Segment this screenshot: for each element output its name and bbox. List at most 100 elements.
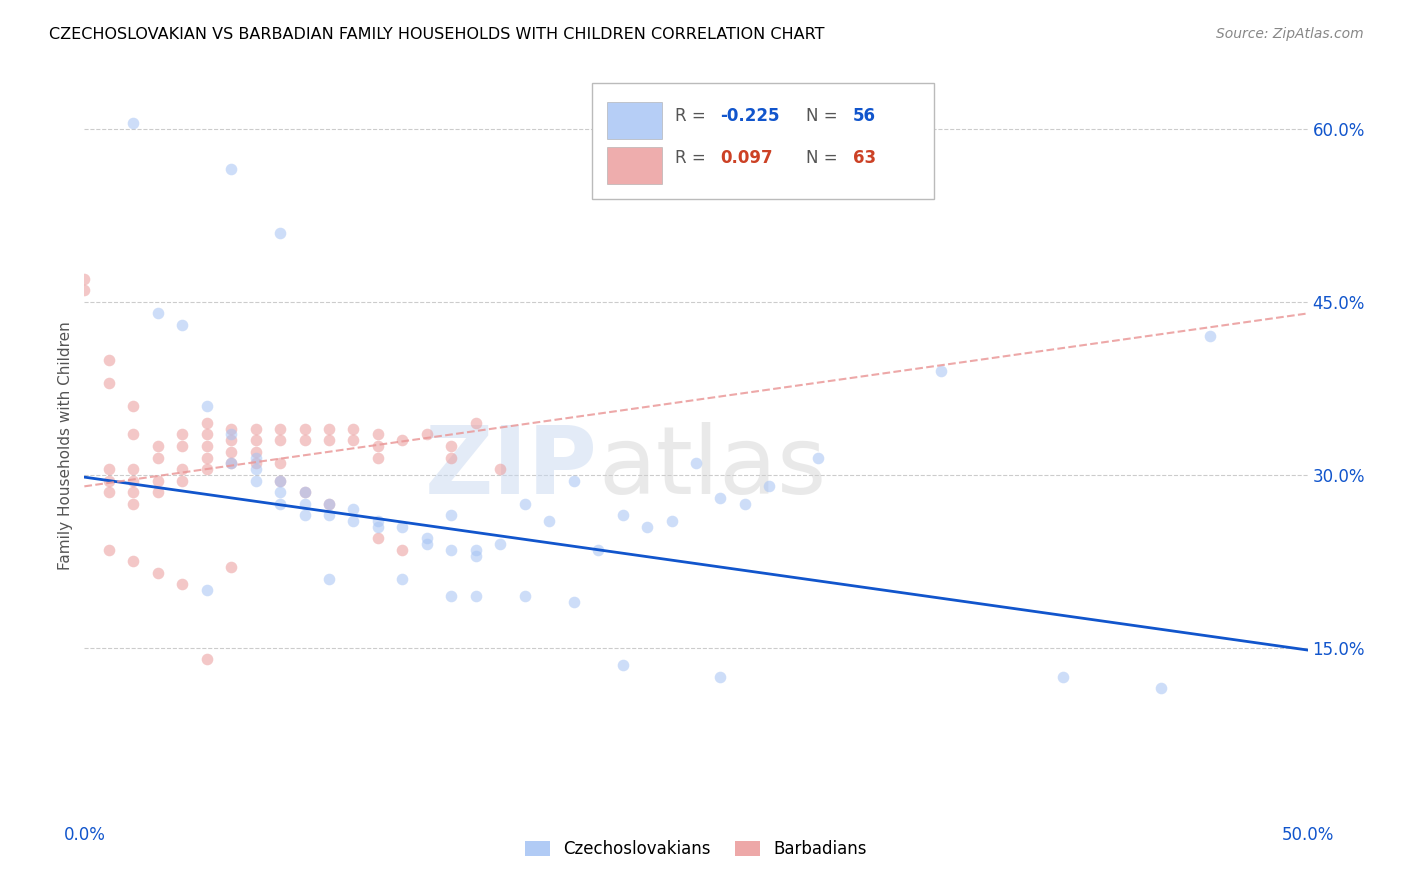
Point [97, 462, 120, 476]
Point [122, 462, 145, 476]
Point [146, 485, 169, 500]
Point [195, 462, 218, 476]
Point [97, 352, 120, 367]
Point [195, 450, 218, 465]
Point [122, 427, 145, 442]
Point [294, 497, 316, 511]
Point [122, 474, 145, 488]
Point [416, 537, 439, 551]
Point [269, 485, 291, 500]
Point [245, 434, 267, 448]
Point [612, 508, 634, 523]
FancyBboxPatch shape [606, 147, 662, 184]
Point [464, 589, 486, 603]
Point [245, 422, 267, 436]
Text: N =: N = [806, 107, 844, 125]
Point [294, 422, 316, 436]
Point [367, 519, 389, 533]
Text: Source: ZipAtlas.com: Source: ZipAtlas.com [1216, 27, 1364, 41]
Point [489, 462, 512, 476]
Point [612, 658, 634, 673]
Point [294, 508, 316, 523]
Point [122, 497, 145, 511]
Point [195, 439, 218, 453]
Point [342, 514, 364, 528]
Legend: Czechoslovakians, Barbadians: Czechoslovakians, Barbadians [517, 833, 875, 864]
Point [440, 450, 463, 465]
Point [416, 427, 439, 442]
Point [219, 456, 242, 470]
Point [318, 422, 340, 436]
Point [391, 542, 413, 557]
Point [195, 652, 218, 666]
Text: CZECHOSLOVAKIAN VS BARBADIAN FAMILY HOUSEHOLDS WITH CHILDREN CORRELATION CHART: CZECHOSLOVAKIAN VS BARBADIAN FAMILY HOUS… [49, 27, 825, 42]
Point [146, 566, 169, 580]
Point [122, 116, 145, 130]
Point [73, 272, 96, 286]
Text: N =: N = [806, 149, 844, 167]
Point [122, 554, 145, 568]
Point [440, 589, 463, 603]
Point [367, 531, 389, 545]
Point [685, 456, 707, 470]
Point [538, 514, 561, 528]
FancyBboxPatch shape [592, 83, 935, 199]
Point [342, 434, 364, 448]
Point [586, 542, 609, 557]
Point [734, 497, 756, 511]
Point [146, 474, 169, 488]
Point [172, 318, 194, 332]
Point [709, 491, 731, 505]
Point [367, 427, 389, 442]
Point [464, 549, 486, 563]
Point [294, 434, 316, 448]
Point [1052, 669, 1074, 683]
Text: 63: 63 [852, 149, 876, 167]
Point [416, 531, 439, 545]
Point [172, 577, 194, 591]
Point [269, 434, 291, 448]
Point [318, 434, 340, 448]
Point [219, 456, 242, 470]
Point [367, 514, 389, 528]
Point [342, 422, 364, 436]
Point [219, 444, 242, 458]
Point [122, 399, 145, 413]
Point [219, 434, 242, 448]
Point [219, 422, 242, 436]
Point [318, 497, 340, 511]
Point [758, 479, 780, 493]
Point [269, 226, 291, 240]
Point [245, 462, 267, 476]
Point [122, 485, 145, 500]
Point [661, 514, 683, 528]
Point [929, 364, 952, 378]
Point [318, 572, 340, 586]
Point [146, 439, 169, 453]
Point [440, 542, 463, 557]
Point [219, 560, 242, 574]
Point [97, 474, 120, 488]
Point [195, 427, 218, 442]
Point [391, 519, 413, 533]
Point [245, 444, 267, 458]
Point [73, 284, 96, 298]
Point [1198, 329, 1220, 343]
Point [269, 456, 291, 470]
Text: atlas: atlas [598, 423, 827, 515]
Point [195, 583, 218, 598]
Point [391, 572, 413, 586]
Point [562, 474, 585, 488]
Point [318, 508, 340, 523]
Point [219, 427, 242, 442]
Point [195, 399, 218, 413]
Point [245, 450, 267, 465]
Point [245, 474, 267, 488]
Point [172, 462, 194, 476]
Y-axis label: Family Households with Children: Family Households with Children [58, 322, 73, 570]
Point [172, 427, 194, 442]
Point [807, 450, 830, 465]
Point [97, 376, 120, 390]
Point [195, 416, 218, 430]
Point [269, 474, 291, 488]
